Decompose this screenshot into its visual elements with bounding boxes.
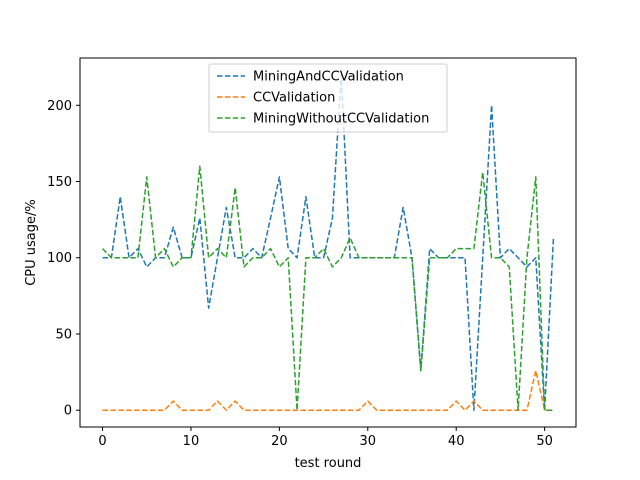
y-tick-label: 150 [47,175,72,190]
y-tick-label: 200 [47,99,72,114]
plot-frame [79,57,577,428]
legend-box [208,63,448,133]
legend-label-1: CCValidation [253,91,335,106]
x-axis: 0 10 20 30 40 50 [98,427,553,449]
series-layer [102,74,555,411]
series-line-2 [102,165,554,411]
y-tick-label: 0 [64,404,72,419]
y-axis-label: CPU usage/% [24,199,39,286]
x-tick-label: 10 [183,434,200,449]
x-tick-label: 30 [360,434,377,449]
legend-label-2: MiningWithoutCCValidation [253,112,429,127]
legend: MiningAndCCValidation CCValidation MiningW… [208,63,448,133]
x-tick-label: 20 [271,434,288,449]
legend-label-0: MiningAndCCValidation [253,70,404,85]
series-line-0 [102,74,555,411]
series-line-1 [102,369,554,411]
x-tick-label: 40 [448,434,465,449]
x-tick-label: 50 [536,434,553,449]
y-tick-label: 100 [47,251,72,266]
x-axis-label: test round [295,456,362,471]
x-tick-label: 0 [98,434,106,449]
y-axis: 0 50 100 150 200 [47,99,80,419]
y-tick-label: 50 [55,327,72,342]
